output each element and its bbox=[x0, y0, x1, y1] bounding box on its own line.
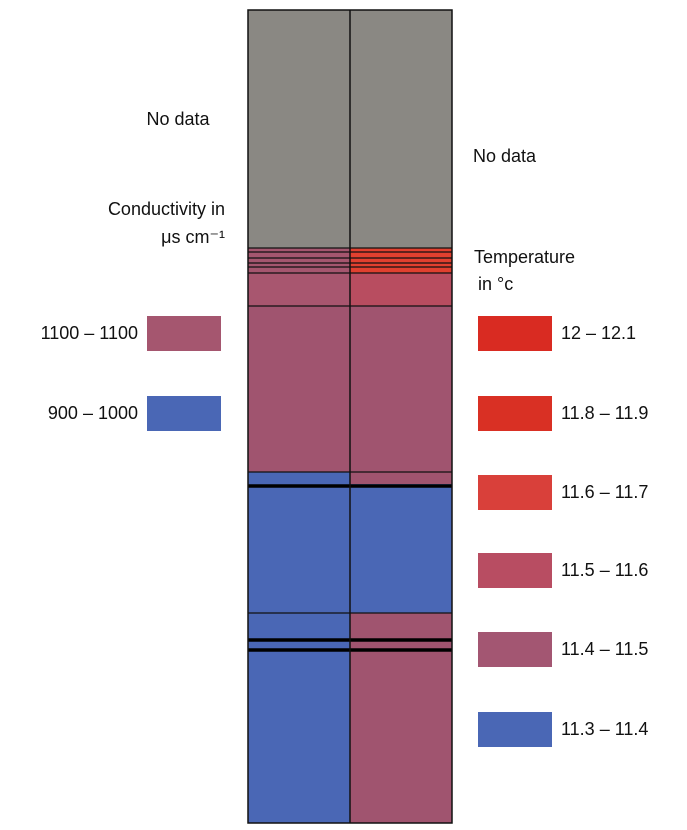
band bbox=[248, 613, 350, 823]
band bbox=[350, 613, 452, 823]
legend-label: 11.3 – 11.4 bbox=[561, 719, 648, 739]
legend-title: Temperature bbox=[474, 247, 575, 267]
legends: 1100 – 1100 900 – 1000 12 – 12.1 11.8 – 11.… bbox=[41, 316, 648, 747]
band bbox=[248, 273, 350, 306]
legend-swatch bbox=[478, 712, 552, 747]
no-data-label: No data bbox=[473, 146, 537, 166]
band bbox=[350, 10, 452, 248]
band bbox=[350, 273, 452, 306]
legend-swatch bbox=[478, 396, 552, 431]
band bbox=[248, 306, 350, 472]
band bbox=[248, 472, 350, 613]
legend-title: in °c bbox=[478, 274, 513, 294]
legend-title: μs cm⁻¹ bbox=[161, 227, 225, 247]
columns bbox=[247, 9, 453, 824]
legend-swatch bbox=[147, 316, 221, 351]
legend-swatch bbox=[478, 553, 552, 588]
legend-swatch bbox=[478, 632, 552, 667]
legend-swatch bbox=[147, 396, 221, 431]
no-data-label: No data bbox=[146, 109, 210, 129]
legend-swatch bbox=[478, 316, 552, 351]
legend-label: 1100 – 1100 bbox=[41, 323, 138, 343]
legend-label: 12 – 12.1 bbox=[561, 323, 636, 343]
legend-label: 11.4 – 11.5 bbox=[561, 639, 648, 659]
band bbox=[350, 484, 452, 613]
legend-label: 11.6 – 11.7 bbox=[561, 482, 648, 502]
legend-label: 11.5 – 11.6 bbox=[561, 560, 648, 580]
legend-title: Conductivity in bbox=[108, 199, 225, 219]
band bbox=[248, 10, 350, 248]
band bbox=[350, 306, 452, 484]
legend-label: 900 – 1000 bbox=[48, 403, 138, 423]
legend-label: 11.8 – 11.9 bbox=[561, 403, 648, 423]
legend-swatch bbox=[478, 475, 552, 510]
